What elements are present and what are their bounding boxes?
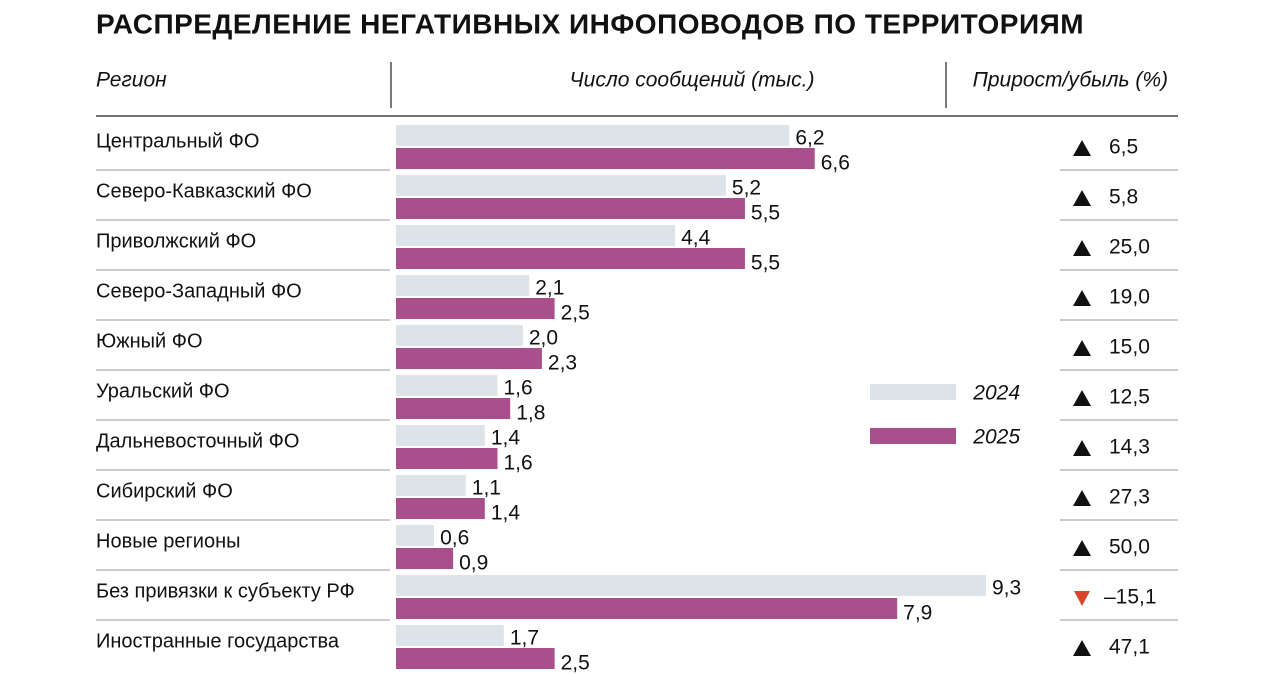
change-arrow <box>1073 190 1091 206</box>
bar <box>396 298 555 319</box>
change-label: 25,0 <box>1109 236 1150 259</box>
change-arrow <box>1073 440 1091 456</box>
category-label: Северо-Кавказский ФО <box>96 180 312 202</box>
bar <box>396 275 530 296</box>
change-arrow <box>1073 390 1091 406</box>
change-label: 15,0 <box>1109 336 1150 359</box>
category-label: Центральный ФО <box>96 130 259 152</box>
value-label: 4,4 <box>681 227 711 250</box>
legend-swatch <box>870 428 956 444</box>
bar <box>396 498 485 519</box>
value-label: 6,6 <box>821 152 850 175</box>
change-arrow <box>1073 290 1091 306</box>
category-label: Приволжский ФО <box>96 230 256 252</box>
change-label: 14,3 <box>1109 436 1150 459</box>
bar <box>396 148 815 169</box>
category-header: Регион <box>96 69 167 92</box>
bar <box>396 398 511 419</box>
change-header: Прирост/убыль (%) <box>973 69 1168 92</box>
category-label: Южный ФО <box>96 330 203 352</box>
bar <box>396 575 986 596</box>
change-arrow <box>1073 240 1091 256</box>
bar <box>396 348 542 369</box>
value-label: 7,9 <box>903 602 932 625</box>
change-label: 19,0 <box>1109 286 1150 309</box>
value-label: 1,4 <box>491 502 521 525</box>
value-label: 2,3 <box>548 352 577 375</box>
change-arrow <box>1073 490 1091 506</box>
change-label: 27,3 <box>1109 486 1150 509</box>
bar <box>396 648 555 669</box>
value-header: Число сообщений (тыс.) <box>570 69 815 92</box>
bar <box>396 625 504 646</box>
legend-label: 2024 <box>972 382 1020 405</box>
change-arrow <box>1074 591 1090 606</box>
bar <box>396 448 498 469</box>
category-label: Без привязки к субъекту РФ <box>96 580 355 602</box>
category-label: Уральский ФО <box>96 380 230 402</box>
value-label: 5,5 <box>751 252 780 275</box>
value-label: 0,6 <box>440 527 469 550</box>
value-label: 5,5 <box>751 202 780 225</box>
change-label: 6,5 <box>1109 136 1138 159</box>
bar <box>396 225 676 246</box>
legend-label: 2025 <box>972 426 1020 449</box>
bar <box>396 548 454 569</box>
bar <box>396 175 726 196</box>
change-arrow <box>1073 540 1091 556</box>
value-label: 1,1 <box>472 477 501 500</box>
value-label: 1,4 <box>491 427 521 450</box>
change-arrow <box>1073 340 1091 356</box>
bar <box>396 598 898 619</box>
bar <box>396 248 745 269</box>
value-label: 1,8 <box>516 402 545 425</box>
category-label: Новые регионы <box>96 530 241 552</box>
value-label: 2,5 <box>561 652 590 675</box>
change-arrow <box>1073 640 1091 656</box>
bar <box>396 425 485 446</box>
category-label: Северо-Западный ФО <box>96 280 302 302</box>
value-label: 6,2 <box>795 127 824 150</box>
bar <box>396 475 466 496</box>
value-label: 5,2 <box>732 177 761 200</box>
change-arrow <box>1073 140 1091 156</box>
category-label: Сибирский ФО <box>96 480 233 502</box>
change-label: 47,1 <box>1109 636 1150 659</box>
value-label: 1,6 <box>504 377 533 400</box>
bar <box>396 525 435 546</box>
chart-title: РАСПРЕДЕЛЕНИЕ НЕГАТИВНЫХ ИНФОПОВОДОВ ПО … <box>96 8 1084 39</box>
legend-swatch <box>870 384 956 400</box>
change-label: 50,0 <box>1109 536 1150 559</box>
change-label: –15,1 <box>1104 586 1157 609</box>
value-label: 2,1 <box>535 277 564 300</box>
bar <box>396 375 498 396</box>
value-label: 1,6 <box>504 452 533 475</box>
bar <box>396 325 523 346</box>
value-label: 2,5 <box>561 302 590 325</box>
value-label: 1,7 <box>510 627 539 650</box>
change-label: 5,8 <box>1109 186 1138 209</box>
category-label: Дальневосточный ФО <box>96 430 299 452</box>
value-label: 2,0 <box>529 327 558 350</box>
bar <box>396 198 745 219</box>
value-label: 9,3 <box>992 577 1021 600</box>
change-label: 12,5 <box>1109 386 1150 409</box>
value-label: 0,9 <box>459 552 488 575</box>
category-label: Иностранные государства <box>96 630 340 652</box>
bar <box>396 125 790 146</box>
